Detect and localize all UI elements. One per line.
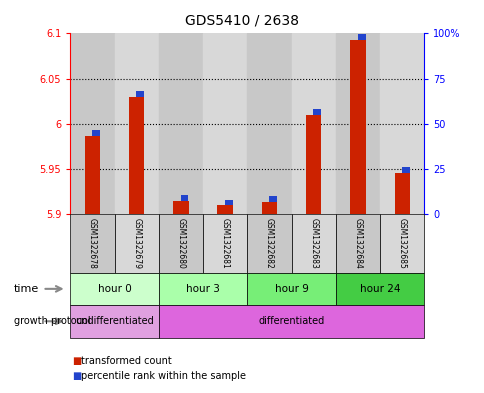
Text: time: time: [14, 284, 39, 294]
Text: hour 9: hour 9: [274, 284, 308, 294]
Bar: [247, 273, 335, 305]
Bar: [291, 214, 335, 273]
Text: GSM1322678: GSM1322678: [88, 218, 97, 269]
Text: undifferentiated: undifferentiated: [75, 316, 153, 326]
Text: ■: ■: [72, 371, 81, 382]
Bar: [70, 33, 114, 214]
Bar: [129, 97, 144, 214]
Bar: [335, 33, 379, 214]
Bar: [70, 214, 114, 273]
Bar: [247, 33, 291, 214]
Text: GSM1322685: GSM1322685: [397, 218, 406, 269]
Bar: [70, 305, 158, 338]
Bar: [393, 173, 409, 214]
Bar: [335, 273, 424, 305]
Text: hour 3: hour 3: [186, 284, 220, 294]
Text: hour 24: hour 24: [359, 284, 400, 294]
Text: hour 0: hour 0: [97, 284, 131, 294]
Bar: [247, 214, 291, 273]
Bar: [136, 91, 144, 97]
Bar: [114, 214, 158, 273]
Bar: [305, 115, 321, 214]
Bar: [379, 33, 424, 214]
Text: GSM1322682: GSM1322682: [264, 218, 273, 269]
Bar: [180, 195, 188, 201]
Bar: [70, 273, 158, 305]
Text: ■: ■: [72, 356, 81, 366]
Bar: [114, 33, 158, 214]
Bar: [349, 40, 365, 214]
Bar: [224, 200, 232, 205]
Text: GSM1322684: GSM1322684: [353, 218, 362, 269]
Bar: [158, 214, 203, 273]
Text: GDS5410 / 2638: GDS5410 / 2638: [185, 14, 299, 28]
Bar: [313, 109, 320, 115]
Bar: [335, 214, 379, 273]
Bar: [357, 34, 365, 40]
Bar: [291, 33, 335, 214]
Bar: [158, 305, 424, 338]
Bar: [203, 33, 247, 214]
Bar: [379, 214, 424, 273]
Text: percentile rank within the sample: percentile rank within the sample: [81, 371, 246, 382]
Bar: [85, 136, 100, 214]
Text: growth protocol: growth protocol: [14, 316, 90, 326]
Text: GSM1322679: GSM1322679: [132, 218, 141, 269]
Bar: [401, 167, 409, 173]
Text: transformed count: transformed count: [81, 356, 172, 366]
Text: GSM1322681: GSM1322681: [220, 218, 229, 269]
Text: GSM1322683: GSM1322683: [309, 218, 318, 269]
Bar: [269, 196, 276, 202]
Text: differentiated: differentiated: [258, 316, 324, 326]
Bar: [92, 130, 100, 136]
Bar: [173, 201, 188, 214]
Bar: [217, 205, 232, 214]
Text: GSM1322680: GSM1322680: [176, 218, 185, 269]
Bar: [203, 214, 247, 273]
Bar: [158, 33, 203, 214]
Bar: [261, 202, 277, 214]
Bar: [158, 273, 247, 305]
